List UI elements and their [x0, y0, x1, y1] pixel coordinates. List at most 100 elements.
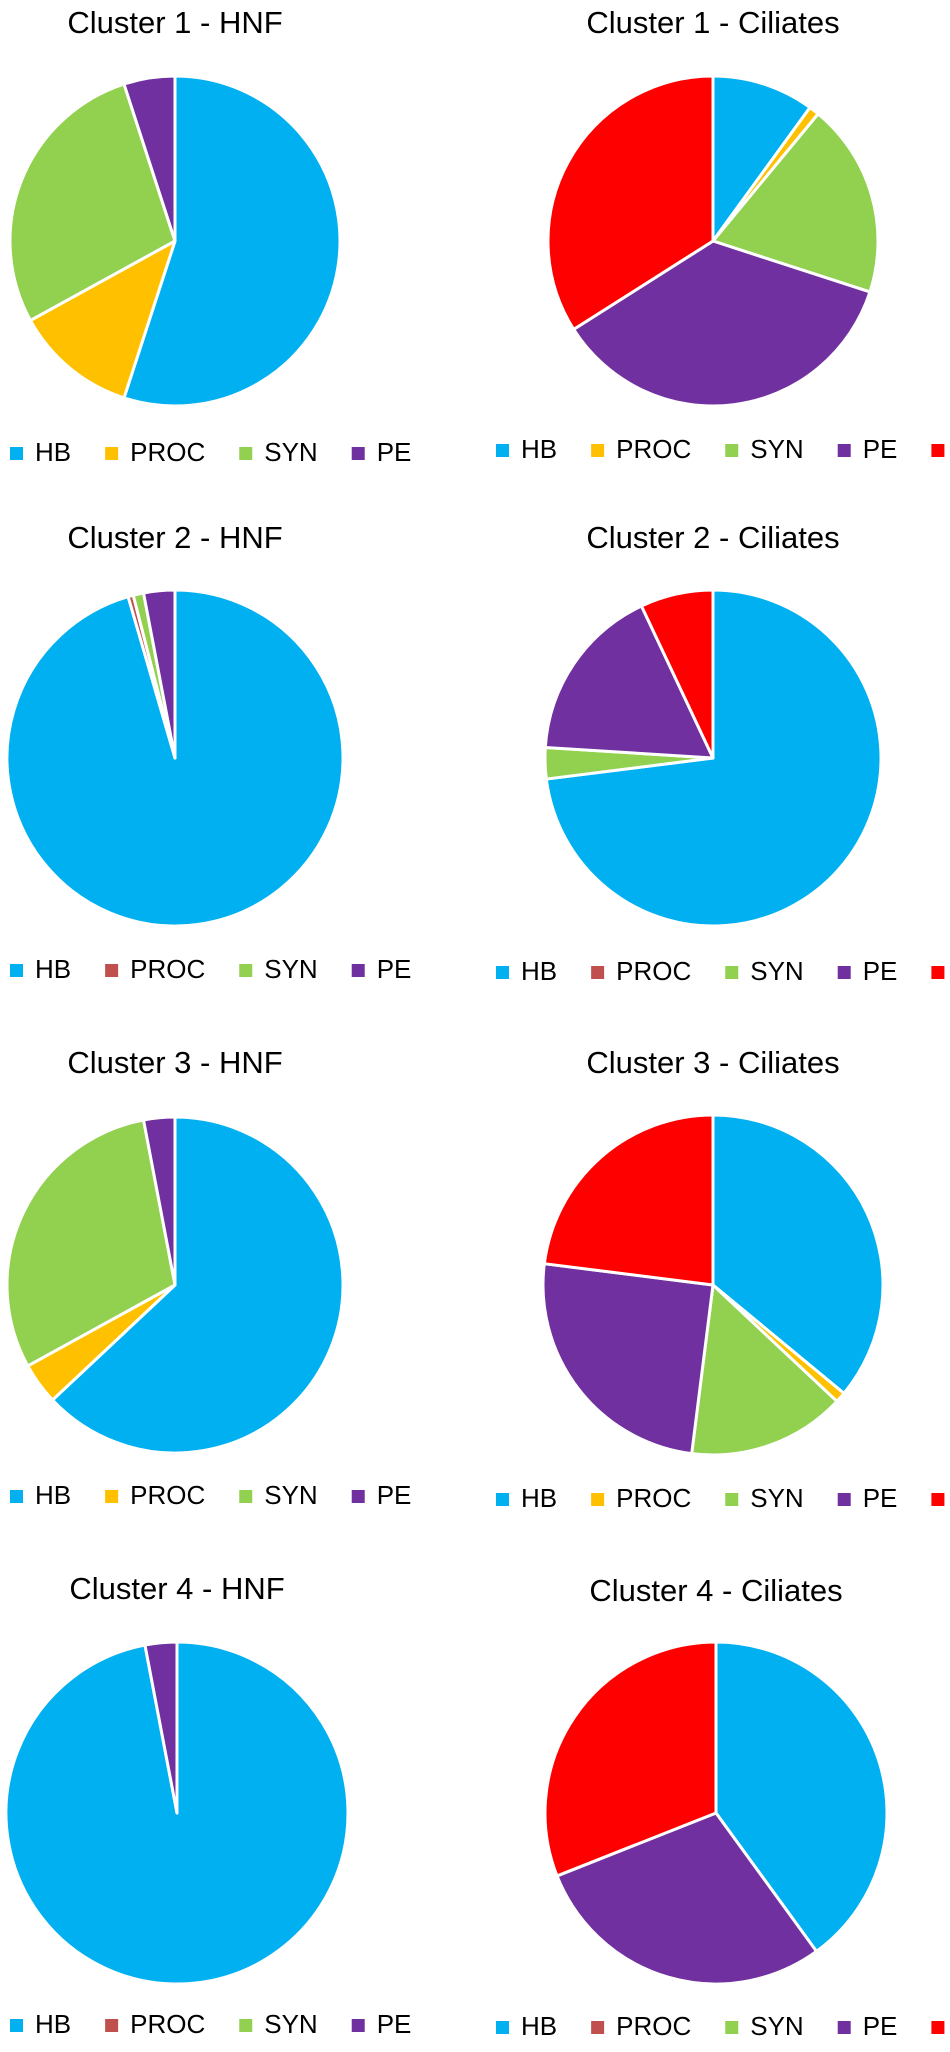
legend-swatch-syn — [725, 966, 739, 979]
pie-panel-1: Cluster 1 - HNF HB PROC SYN PE — [8, 5, 411, 467]
legend-label-pe: PE — [863, 434, 898, 464]
pie-slice-hnf — [546, 74, 715, 331]
legend-label-syn: SYN — [264, 1480, 317, 1510]
legend-swatch-hb — [496, 2021, 509, 2034]
pie-slice-pe — [143, 1640, 179, 1815]
legend-label-pe: PE — [863, 1483, 898, 1513]
legend: HBPROCSYNPEHNF — [496, 956, 945, 986]
legend-swatch-hb — [10, 2019, 23, 2032]
legend: HBPROCSYNPEHNF — [496, 2011, 945, 2041]
pie-slice-hnf — [542, 1113, 715, 1287]
pie-slice-hb — [711, 74, 812, 243]
pie-slice-pe — [142, 1115, 177, 1287]
legend-swatch-pe — [351, 1490, 365, 1503]
pie-slice-pe — [142, 588, 177, 760]
pie-slice-pe — [572, 239, 872, 408]
legend-swatch-hnf — [931, 444, 945, 457]
pie-slice-hb — [714, 1640, 889, 1953]
legend: HB PROC SYN PE — [10, 437, 411, 467]
legend: HB PROC SYN PE — [10, 954, 411, 984]
legend-label-pe: PE — [377, 1480, 412, 1510]
legend-label-pe: PE — [377, 2009, 412, 2039]
pie-panel-7: Cluster 4 - HNF HB PROC SYN PE — [4, 1571, 411, 2039]
pie-slice-hb — [51, 1115, 345, 1455]
pie-panel-4: Cluster 2 - CiliatesHBPROCSYNPEHNF — [496, 520, 945, 986]
legend-label-syn: SYN — [750, 434, 803, 464]
pie-panel-8: Cluster 4 - CiliatesHBPROCSYNPEHNF — [496, 1573, 945, 2041]
legend-label-proc: PROC — [616, 434, 691, 464]
legend-label-syn: SYN — [264, 437, 317, 467]
legend-swatch-pe — [837, 1493, 851, 1506]
pie-slice-pe — [122, 74, 177, 243]
legend: HBPROCSYNPEHNF — [496, 434, 945, 464]
legend-swatch-proc — [105, 1490, 119, 1503]
legend-swatch-proc — [105, 447, 119, 460]
legend-swatch-hb — [10, 964, 23, 977]
legend-swatch-syn — [239, 964, 253, 977]
pie-slice-hnf — [543, 1640, 718, 1878]
legend-swatch-pe — [351, 2019, 365, 2032]
legend-label-pe: PE — [863, 956, 898, 986]
pie-slice-syn — [5, 1118, 177, 1368]
legend-swatch-hnf — [931, 966, 945, 979]
legend-swatch-hnf — [931, 2021, 945, 2034]
legend-label-proc: PROC — [616, 2011, 691, 2041]
legend: HBPROCSYNPEHNF — [496, 1483, 945, 1513]
legend-label-pe: PE — [863, 2011, 898, 2041]
chart-title: Cluster 4 - HNF — [69, 1571, 284, 1606]
legend-label-hb: HB — [35, 954, 71, 984]
legend-label-syn: SYN — [750, 2011, 803, 2041]
legend-swatch-syn — [239, 1490, 253, 1503]
chart-title: Cluster 1 - HNF — [67, 5, 282, 40]
pie-panel-6: Cluster 3 - CiliatesHBPROCSYNPEHNF — [496, 1045, 945, 1513]
legend-label-hb: HB — [521, 2011, 557, 2041]
legend-label-syn: SYN — [264, 954, 317, 984]
legend-swatch-proc — [105, 964, 119, 977]
legend-label-syn: SYN — [750, 956, 803, 986]
legend-label-proc: PROC — [130, 954, 205, 984]
legend-swatch-pe — [351, 964, 365, 977]
legend: HB PROC SYN PE — [10, 1480, 411, 1510]
legend-swatch-syn — [239, 447, 253, 460]
legend-swatch-pe — [837, 2021, 851, 2034]
legend-swatch-hb — [10, 1490, 23, 1503]
legend-label-syn: SYN — [750, 1483, 803, 1513]
pie-slice-pe — [541, 1262, 715, 1456]
legend-swatch-pe — [837, 444, 851, 457]
legend-label-pe: PE — [377, 954, 412, 984]
legend-swatch-pe — [351, 447, 365, 460]
pie-slice-syn — [690, 1283, 839, 1457]
pie-slice-hb — [122, 74, 342, 408]
pie-slice-hb — [711, 1113, 885, 1395]
legend-label-hb: HB — [521, 1483, 557, 1513]
legend-swatch-pe — [837, 966, 851, 979]
legend-swatch-proc — [591, 2021, 605, 2034]
legend-swatch-hnf — [931, 1493, 945, 1506]
legend-swatch-proc — [591, 444, 605, 457]
legend-swatch-syn — [725, 2021, 739, 2034]
chart-title: Cluster 3 - Ciliates — [586, 1045, 839, 1080]
legend-swatch-hb — [496, 1493, 509, 1506]
legend-label-proc: PROC — [130, 1480, 205, 1510]
pie-slice-proc — [28, 239, 177, 400]
chart-title: Cluster 1 - Ciliates — [586, 5, 839, 40]
pie-panel-5: Cluster 3 - HNF HB PROC SYN PE — [5, 1045, 411, 1510]
legend-swatch-hb — [10, 447, 23, 460]
legend: HB PROC SYN PE — [10, 2009, 411, 2039]
legend-label-hb: HB — [521, 434, 557, 464]
legend-swatch-proc — [105, 2019, 119, 2032]
pie-panel-3: Cluster 2 - HNF HB PROC SYN PE — [5, 520, 411, 984]
legend-label-hb: HB — [521, 956, 557, 986]
chart-title: Cluster 2 - Ciliates — [586, 520, 839, 555]
pie-slice-pe — [555, 1811, 819, 1986]
legend-label-proc: PROC — [616, 956, 691, 986]
legend-label-pe: PE — [377, 437, 412, 467]
chart-title: Cluster 4 - Ciliates — [589, 1573, 842, 1608]
chart-title: Cluster 2 - HNF — [67, 520, 282, 555]
pie-panel-2: Cluster 1 - CiliatesHBPROCSYNPEHNF — [496, 5, 945, 464]
legend-swatch-proc — [591, 966, 605, 979]
legend-label-hb: HB — [35, 437, 71, 467]
pie-slice-pe — [543, 604, 715, 760]
legend-label-hb: HB — [35, 1480, 71, 1510]
legend-swatch-hb — [496, 966, 509, 979]
